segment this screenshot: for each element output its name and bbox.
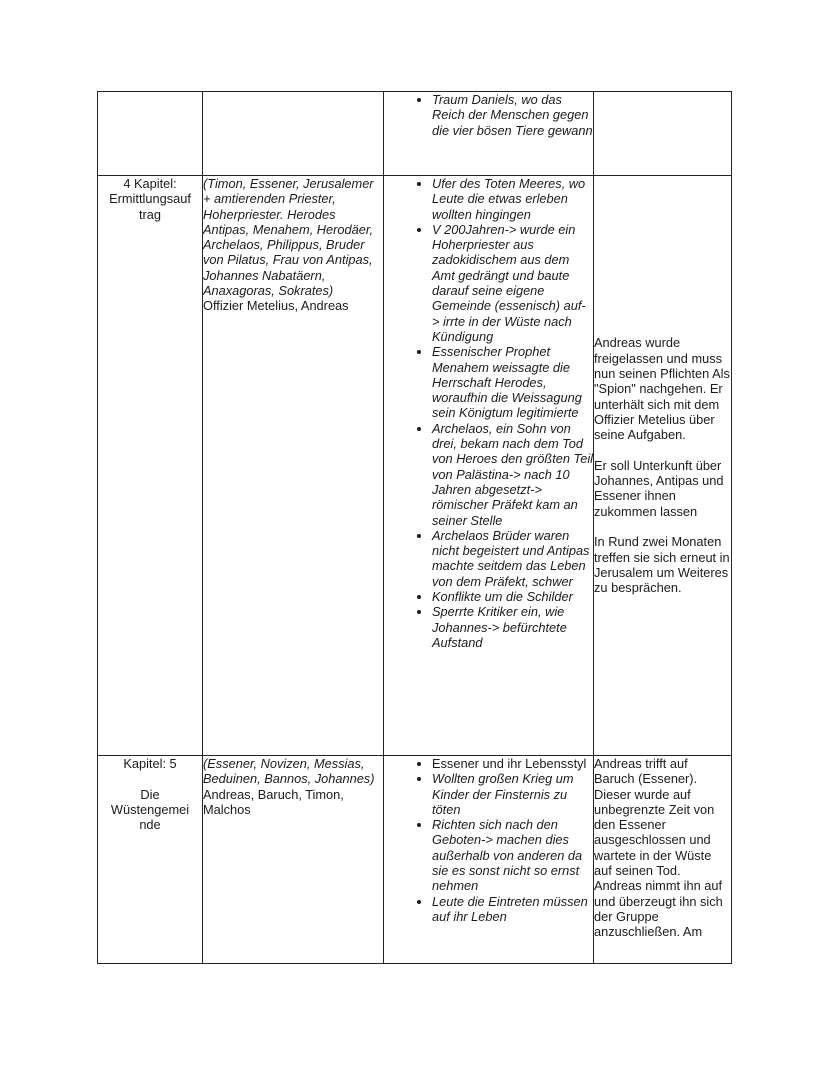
table-row-2: 4 Kapitel: Ermittlungsauf trag (Timon, E…: [97, 175, 732, 756]
notes-cell-empty: [593, 91, 732, 176]
characters-list-italic: (Essener, Novizen, Messias, Beduinen, Ba…: [203, 756, 375, 787]
characters-cell: (Timon, Essener, Jerusalemer + amtierend…: [202, 175, 384, 756]
summary-bullet: Konflikte um die Schilder: [432, 589, 593, 604]
summary-bullet: Ufer des Toten Meeres, wo Leute die etwa…: [432, 177, 593, 222]
notes-paragraph: Er soll Unterkunft über Johannes, Antipa…: [594, 457, 724, 519]
notes-paragraph: Andreas wurde freigelassen und muss nun …: [594, 335, 730, 443]
table-row-1: Traum Daniels, wo das Reich der Menschen…: [97, 91, 732, 176]
characters-list-regular: Offizier Metelius, Andreas: [203, 298, 349, 314]
chapter-title-line: nde: [139, 817, 161, 833]
chapter-title-line: Die: [140, 786, 160, 802]
chapter-summary-table: Traum Daniels, wo das Reich der Menschen…: [97, 91, 732, 964]
chapter-cell: Kapitel: 5 Die Wüstengemei nde: [97, 755, 203, 964]
summary-cell: Essener und ihr Lebensstyl Wollten große…: [383, 755, 594, 964]
summary-bullet: V 200Jahren-> wurde ein Hoherpriester au…: [432, 222, 593, 344]
chapter-title-line: Ermittlungsauf: [109, 191, 191, 207]
characters-list-regular: Andreas, Baruch, Timon, Malchos: [203, 786, 344, 817]
summary-bullet: Sperrte Kritiker ein, wie Johannes-> bef…: [432, 604, 593, 650]
summary-bullet: Traum Daniels, wo das Reich der Menschen…: [432, 93, 593, 138]
summary-bullet: Archelaos Brüder waren nicht begeistert …: [432, 528, 593, 589]
summary-bullet: Leute die Eintreten müssen auf ihr Leben: [432, 894, 593, 925]
notes-paragraph: Andreas trifft auf Baruch (Essener). Die…: [594, 756, 723, 940]
chapter-title-line: [99, 771, 202, 786]
characters-list-italic: (Timon, Essener, Jerusalemer + amtierend…: [203, 176, 374, 299]
chapter-title-line: Wüstengemei: [110, 801, 190, 817]
chapter-title-line: 4 Kapitel:: [123, 176, 177, 192]
chapter-cell: 4 Kapitel: Ermittlungsauf trag: [97, 175, 203, 756]
summary-bullet: Archelaos, ein Sohn von drei, bekam nach…: [432, 421, 593, 528]
summary-cell: Traum Daniels, wo das Reich der Menschen…: [383, 91, 594, 176]
notes-cell: Andreas wurde freigelassen und muss nun …: [593, 175, 732, 756]
notes-cell: Andreas trifft auf Baruch (Essener). Die…: [593, 755, 732, 964]
notes-paragraph: In Rund zwei Monaten treffen sie sich er…: [594, 534, 730, 596]
chapter-title-line: Kapitel: 5: [123, 756, 177, 772]
summary-bullet: Essener und ihr Lebensstyl: [432, 757, 593, 772]
summary-bullet: Essenischer Prophet Menahem weissagte di…: [432, 344, 593, 420]
table-row-3: Kapitel: 5 Die Wüstengemei nde (Essener,…: [97, 755, 732, 964]
chapter-title-line: trag: [138, 206, 162, 222]
characters-cell: (Essener, Novizen, Messias, Beduinen, Ba…: [202, 755, 384, 964]
summary-bullet: Wollten großen Krieg um Kinder der Finst…: [432, 771, 593, 817]
chapter-cell-empty: [97, 91, 203, 176]
summary-bullet: Richten sich nach den Geboten-> machen d…: [432, 817, 593, 893]
characters-cell-empty: [202, 91, 384, 176]
summary-cell: Ufer des Toten Meeres, wo Leute die etwa…: [383, 175, 594, 756]
